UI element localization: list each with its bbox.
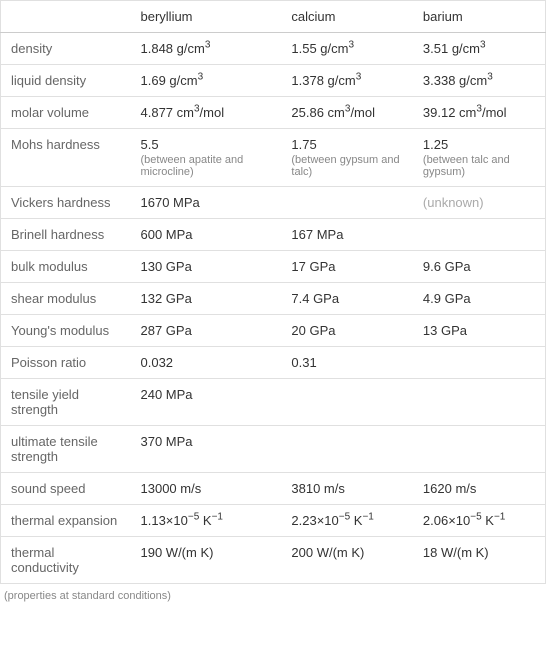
cell-value: 2.23×10−5 K−1: [281, 505, 413, 537]
cell-value: 20 GPa: [281, 315, 413, 347]
header-barium: barium: [413, 1, 546, 33]
row-label: density: [1, 33, 131, 65]
table-body: density1.848 g/cm31.55 g/cm33.51 g/cm3li…: [1, 33, 546, 584]
row-label: thermal conductivity: [1, 537, 131, 584]
cell-value: 4.877 cm3/mol: [131, 97, 282, 129]
row-label: sound speed: [1, 473, 131, 505]
table-row: Brinell hardness600 MPa167 MPa: [1, 219, 546, 251]
cell-value: 25.86 cm3/mol: [281, 97, 413, 129]
cell-value: 3.51 g/cm3: [413, 33, 546, 65]
table-row: Mohs hardness5.5(between apatite and mic…: [1, 129, 546, 187]
cell-value: 600 MPa: [131, 219, 282, 251]
cell-value: 1.55 g/cm3: [281, 33, 413, 65]
cell-value: 1.75(between gypsum and talc): [281, 129, 413, 187]
properties-table: beryllium calcium barium density1.848 g/…: [0, 0, 546, 584]
cell-value: [281, 187, 413, 219]
cell-value: 7.4 GPa: [281, 283, 413, 315]
cell-value: [413, 219, 546, 251]
table-row: tensile yield strength240 MPa: [1, 379, 546, 426]
cell-value: 132 GPa: [131, 283, 282, 315]
table-row: Young's modulus287 GPa20 GPa13 GPa: [1, 315, 546, 347]
cell-value: [281, 426, 413, 473]
cell-value: 5.5(between apatite and microcline): [131, 129, 282, 187]
header-calcium: calcium: [281, 1, 413, 33]
row-label: tensile yield strength: [1, 379, 131, 426]
row-label: liquid density: [1, 65, 131, 97]
cell-value: 13 GPa: [413, 315, 546, 347]
header-row: beryllium calcium barium: [1, 1, 546, 33]
header-empty: [1, 1, 131, 33]
cell-value: 1.378 g/cm3: [281, 65, 413, 97]
cell-value: (unknown): [413, 187, 546, 219]
table-row: ultimate tensile strength370 MPa: [1, 426, 546, 473]
table-row: thermal conductivity190 W/(m K)200 W/(m …: [1, 537, 546, 584]
cell-value: [413, 379, 546, 426]
cell-value: [281, 379, 413, 426]
cell-value: [413, 347, 546, 379]
row-label: thermal expansion: [1, 505, 131, 537]
row-label: Poisson ratio: [1, 347, 131, 379]
row-label: Young's modulus: [1, 315, 131, 347]
cell-value: 200 W/(m K): [281, 537, 413, 584]
footnote: (properties at standard conditions): [0, 584, 546, 608]
cell-value: 18 W/(m K): [413, 537, 546, 584]
row-label: molar volume: [1, 97, 131, 129]
cell-value: 240 MPa: [131, 379, 282, 426]
table-row: Vickers hardness1670 MPa (unknown): [1, 187, 546, 219]
cell-value: 190 W/(m K): [131, 537, 282, 584]
cell-value: [413, 426, 546, 473]
cell-value: 0.032: [131, 347, 282, 379]
row-label: ultimate tensile strength: [1, 426, 131, 473]
table-row: Poisson ratio0.0320.31: [1, 347, 546, 379]
cell-value: 1.848 g/cm3: [131, 33, 282, 65]
cell-value: 2.06×10−5 K−1: [413, 505, 546, 537]
cell-value: 1670 MPa: [131, 187, 282, 219]
table-row: liquid density1.69 g/cm31.378 g/cm33.338…: [1, 65, 546, 97]
table-row: sound speed13000 m/s3810 m/s1620 m/s: [1, 473, 546, 505]
table-row: thermal expansion1.13×10−5 K−12.23×10−5 …: [1, 505, 546, 537]
row-label: bulk modulus: [1, 251, 131, 283]
cell-value: 1620 m/s: [413, 473, 546, 505]
table-row: density1.848 g/cm31.55 g/cm33.51 g/cm3: [1, 33, 546, 65]
table-row: bulk modulus130 GPa17 GPa9.6 GPa: [1, 251, 546, 283]
cell-value: 130 GPa: [131, 251, 282, 283]
row-label: Vickers hardness: [1, 187, 131, 219]
cell-value: 1.25(between talc and gypsum): [413, 129, 546, 187]
row-label: Mohs hardness: [1, 129, 131, 187]
cell-value: 3810 m/s: [281, 473, 413, 505]
cell-value: 0.31: [281, 347, 413, 379]
table-row: shear modulus132 GPa7.4 GPa4.9 GPa: [1, 283, 546, 315]
cell-value: 17 GPa: [281, 251, 413, 283]
header-beryllium: beryllium: [131, 1, 282, 33]
cell-value: 4.9 GPa: [413, 283, 546, 315]
cell-value: 3.338 g/cm3: [413, 65, 546, 97]
cell-value: 39.12 cm3/mol: [413, 97, 546, 129]
cell-value: 1.69 g/cm3: [131, 65, 282, 97]
cell-value: 13000 m/s: [131, 473, 282, 505]
cell-value: 9.6 GPa: [413, 251, 546, 283]
cell-value: 370 MPa: [131, 426, 282, 473]
cell-value: 287 GPa: [131, 315, 282, 347]
row-label: shear modulus: [1, 283, 131, 315]
cell-value: 167 MPa: [281, 219, 413, 251]
row-label: Brinell hardness: [1, 219, 131, 251]
table-row: molar volume4.877 cm3/mol25.86 cm3/mol39…: [1, 97, 546, 129]
cell-value: 1.13×10−5 K−1: [131, 505, 282, 537]
